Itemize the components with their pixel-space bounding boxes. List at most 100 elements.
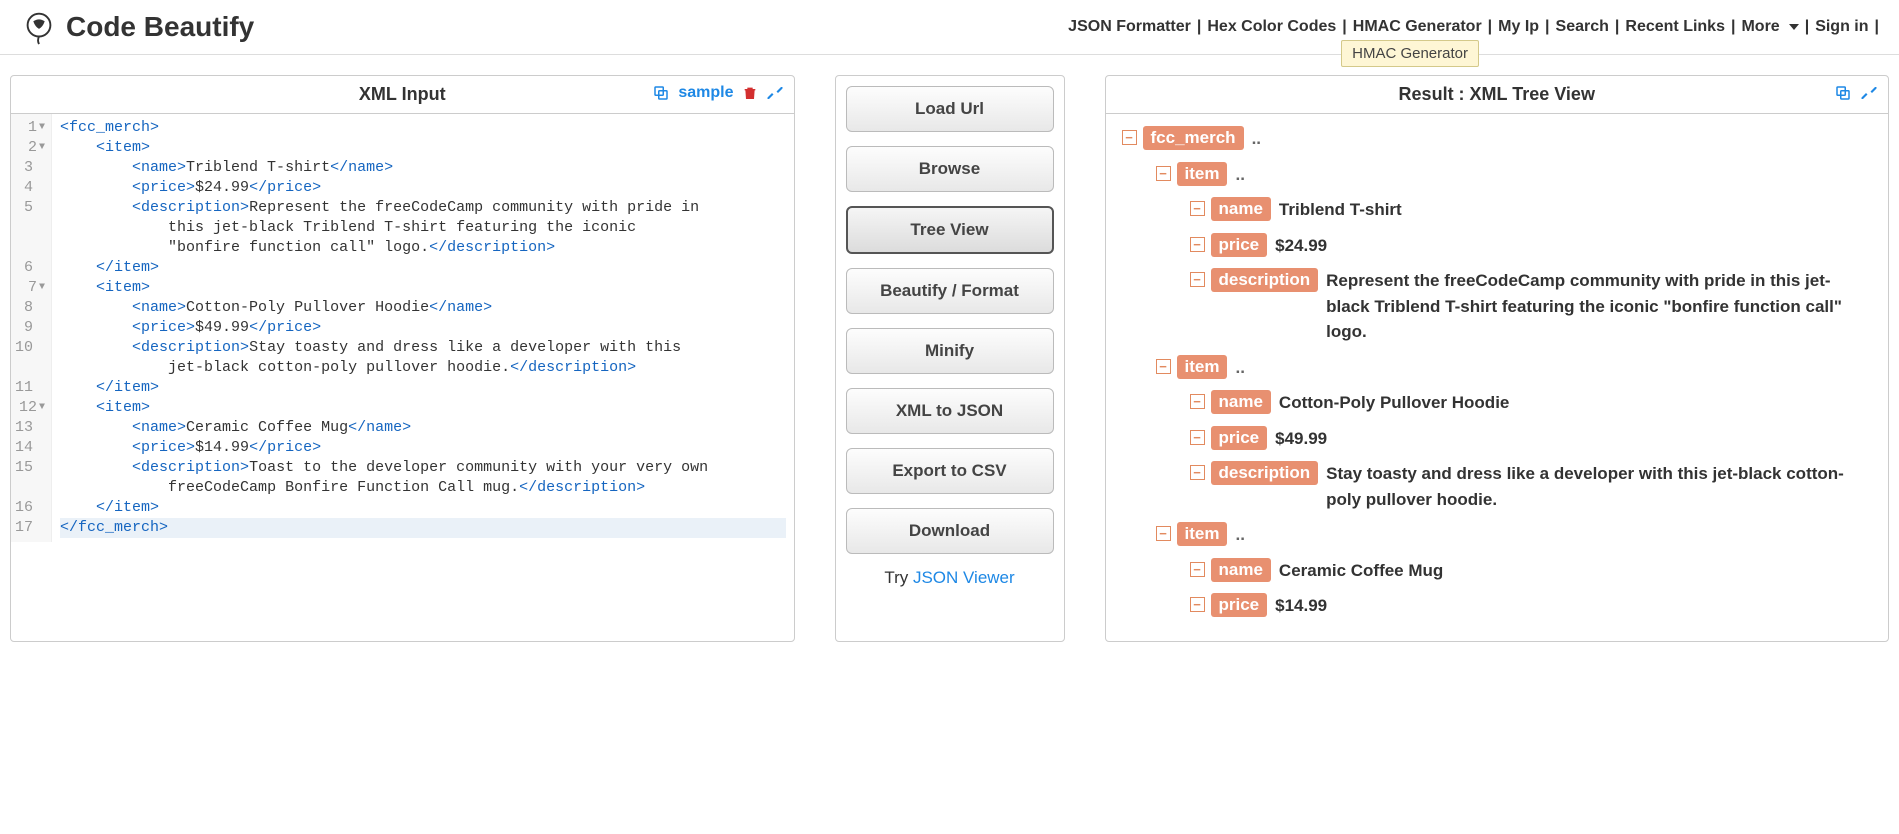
nav-link-hex-color-codes[interactable]: Hex Color Codes (1207, 18, 1336, 36)
nav-link-json-formatter[interactable]: JSON Formatter (1068, 18, 1191, 36)
code-editor[interactable]: 1▼2▼34567▼89101112▼1314151617 <fcc_merch… (11, 114, 794, 542)
tree-toggle[interactable]: − (1190, 237, 1205, 252)
trash-icon[interactable] (742, 84, 758, 102)
tree-toggle[interactable]: − (1190, 272, 1205, 287)
nav-separator: | (1731, 18, 1735, 36)
tree-toggle[interactable]: − (1190, 465, 1205, 480)
chevron-down-icon (1789, 24, 1799, 30)
fold-toggle[interactable]: ▼ (39, 398, 45, 418)
export-to-csv-button[interactable]: Export to CSV (846, 448, 1054, 494)
tree-tag-fcc_merch[interactable]: fcc_merch (1143, 126, 1244, 150)
tree-tag-description[interactable]: description (1211, 461, 1319, 485)
tree-view-button[interactable]: Tree View (846, 206, 1054, 254)
tree-tag-price[interactable]: price (1211, 426, 1268, 450)
tree-node: −descriptionStay toasty and dress like a… (1122, 461, 1873, 512)
code-line[interactable]: <item> (60, 138, 785, 158)
tree-tag-item[interactable]: item (1177, 162, 1228, 186)
copy-icon[interactable] (652, 84, 670, 102)
copy-result-icon[interactable] (1834, 84, 1852, 102)
fold-toggle[interactable]: ▼ (39, 118, 45, 138)
code-area[interactable]: <fcc_merch> <item> <name>Triblend T-shir… (52, 114, 793, 542)
code-line[interactable]: </item> (60, 498, 785, 518)
nav-link-search[interactable]: Search (1556, 18, 1609, 36)
sample-link[interactable]: sample (678, 84, 733, 102)
tree-toggle[interactable]: − (1156, 359, 1171, 374)
tree-toggle[interactable]: − (1156, 166, 1171, 181)
nav-separator: | (1488, 18, 1492, 36)
code-line[interactable]: <fcc_merch> (60, 118, 785, 138)
code-line[interactable]: <price>$14.99</price> (60, 438, 785, 458)
nav-link-hmac-generator[interactable]: HMAC Generator (1353, 18, 1482, 36)
tree-tag-name[interactable]: name (1211, 197, 1271, 221)
tree-tag-price[interactable]: price (1211, 593, 1268, 617)
code-line[interactable]: "bonfire function call" logo.</descripti… (60, 238, 785, 258)
code-line[interactable]: </item> (60, 258, 785, 278)
tree-tag-description[interactable]: description (1211, 268, 1319, 292)
download-button[interactable]: Download (846, 508, 1054, 554)
tree-tag-item[interactable]: item (1177, 522, 1228, 546)
expand-result-icon[interactable] (1860, 84, 1878, 102)
json-viewer-link[interactable]: JSON Viewer (913, 568, 1015, 587)
tree-node: −nameCotton-Poly Pullover Hoodie (1122, 390, 1873, 416)
code-line[interactable]: <name>Ceramic Coffee Mug</name> (60, 418, 785, 438)
tree-tag-price[interactable]: price (1211, 233, 1268, 257)
nav-separator: | (1875, 18, 1879, 36)
tree-tag-name[interactable]: name (1211, 558, 1271, 582)
code-line[interactable]: <description>Represent the freeCodeCamp … (60, 198, 785, 218)
code-line[interactable]: <name>Triblend T-shirt</name> (60, 158, 785, 178)
code-line[interactable]: </item> (60, 378, 785, 398)
code-line[interactable]: this jet-black Triblend T-shirt featurin… (60, 218, 785, 238)
expand-icon[interactable] (766, 84, 784, 102)
code-line[interactable]: <item> (60, 398, 785, 418)
code-line[interactable]: <item> (60, 278, 785, 298)
minify-button[interactable]: Minify (846, 328, 1054, 374)
tree-toggle[interactable]: − (1190, 201, 1205, 216)
tree-value: .. (1235, 525, 1244, 544)
tree-value: .. (1235, 358, 1244, 377)
tree-toggle[interactable]: − (1156, 526, 1171, 541)
tree-toggle[interactable]: − (1190, 597, 1205, 612)
tree-view: −fcc_merch..−item..−nameTriblend T-shirt… (1106, 114, 1889, 641)
code-line[interactable]: <description>Stay toasty and dress like … (60, 338, 785, 358)
tree-tag-item[interactable]: item (1177, 355, 1228, 379)
code-line[interactable]: <name>Cotton-Poly Pullover Hoodie</name> (60, 298, 785, 318)
tree-node: −price$14.99 (1122, 593, 1873, 619)
gutter: 1▼2▼34567▼89101112▼1314151617 (11, 114, 52, 542)
tree-node: −item.. (1122, 355, 1873, 381)
nav-link-sign-in[interactable]: Sign in (1815, 18, 1868, 36)
xml-to-json-button[interactable]: XML to JSON (846, 388, 1054, 434)
nav-link-recent-links[interactable]: Recent Links (1625, 18, 1725, 36)
logo[interactable]: Code Beautify (20, 8, 254, 46)
nav-separator: | (1342, 18, 1346, 36)
tree-node: −price$49.99 (1122, 426, 1873, 452)
code-line[interactable]: <price>$49.99</price> (60, 318, 785, 338)
tree-toggle[interactable]: − (1122, 130, 1137, 145)
tree-node: −price$24.99 (1122, 233, 1873, 259)
tree-tag-name[interactable]: name (1211, 390, 1271, 414)
tree-node: −nameTriblend T-shirt (1122, 197, 1873, 223)
main: XML Input sample 1▼2▼34567▼89101112▼1314… (0, 55, 1899, 662)
nav-separator: | (1197, 18, 1201, 36)
code-line[interactable]: </fcc_merch> (60, 518, 785, 538)
result-title: Result : XML Tree View (1399, 84, 1595, 105)
code-line[interactable]: freeCodeCamp Bonfire Function Call mug.<… (60, 478, 785, 498)
nav-link-more[interactable]: More (1741, 18, 1779, 36)
load-url-button[interactable]: Load Url (846, 86, 1054, 132)
code-line[interactable]: jet-black cotton-poly pullover hoodie.</… (60, 358, 785, 378)
xml-input-header: XML Input sample (11, 76, 794, 114)
nav-separator: | (1615, 18, 1619, 36)
code-line[interactable]: <description>Toast to the developer comm… (60, 458, 785, 478)
logo-icon (20, 8, 58, 46)
nav-link-my-ip[interactable]: My Ip (1498, 18, 1539, 36)
fold-toggle[interactable]: ▼ (39, 138, 45, 158)
tree-toggle[interactable]: − (1190, 562, 1205, 577)
tree-toggle[interactable]: − (1190, 394, 1205, 409)
beautify-format-button[interactable]: Beautify / Format (846, 268, 1054, 314)
tree-toggle[interactable]: − (1190, 430, 1205, 445)
browse-button[interactable]: Browse (846, 146, 1054, 192)
tooltip-hmac: HMAC Generator (1341, 40, 1479, 67)
topbar: Code Beautify JSON Formatter | Hex Color… (0, 0, 1899, 55)
fold-toggle[interactable]: ▼ (39, 278, 45, 298)
result-actions (1834, 84, 1878, 102)
code-line[interactable]: <price>$24.99</price> (60, 178, 785, 198)
